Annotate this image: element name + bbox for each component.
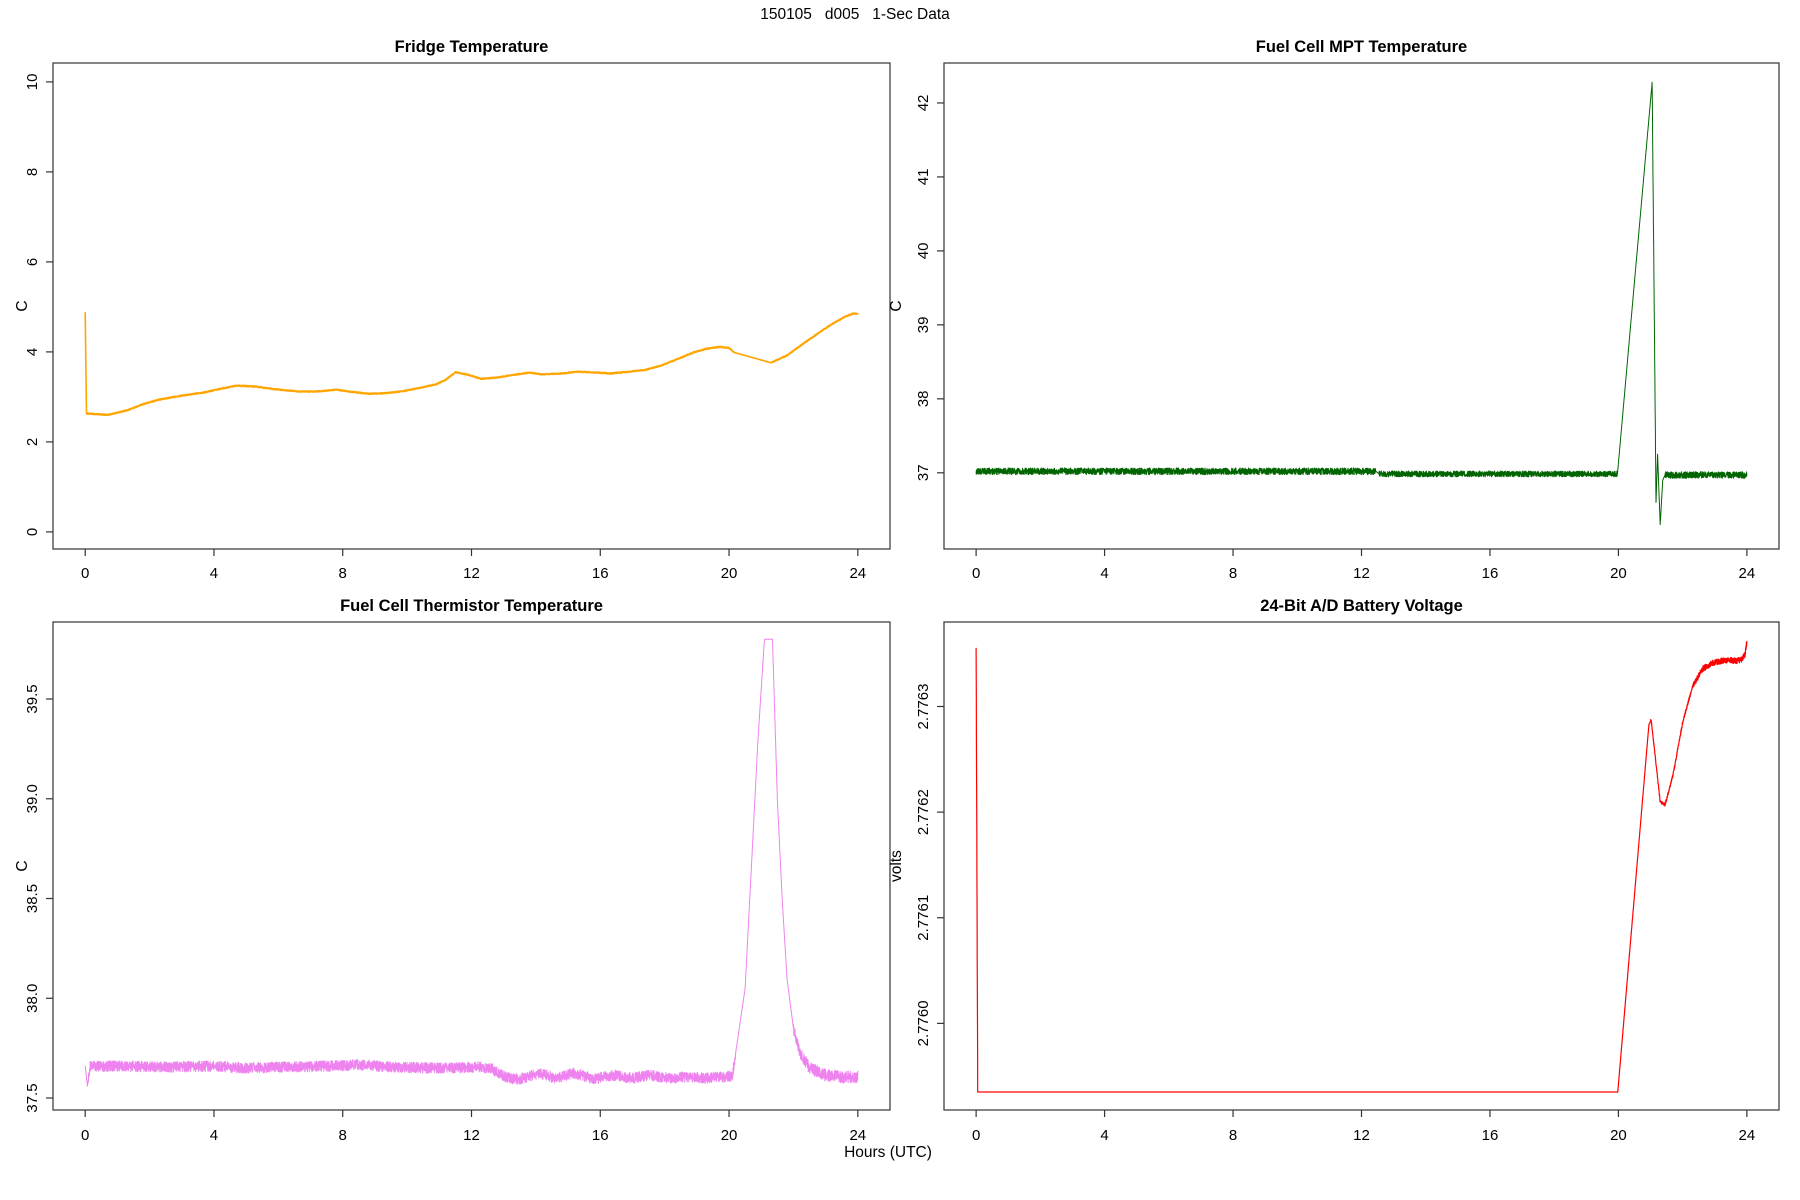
x-tick-label: 16 <box>1482 1127 1499 1144</box>
x-tick-label: 20 <box>721 1127 738 1144</box>
x-tick-label: 24 <box>1739 565 1756 582</box>
x-tick-label: 20 <box>1610 1127 1627 1144</box>
y-tick-label: 2.7761 <box>915 895 932 941</box>
x-tick-label: 12 <box>1353 1127 1370 1144</box>
y-tick-label: 37.5 <box>24 1083 41 1112</box>
y-tick-label: 38.5 <box>24 884 41 913</box>
plot-frame <box>52 621 891 1111</box>
panel-title: Fuel Cell Thermistor Temperature <box>340 597 603 615</box>
y-axis-label: C <box>888 300 905 311</box>
x-tick-label: 16 <box>592 565 609 582</box>
panel-fuel-cell-mpt-temperature: 0 4 8 12 16 20 24 37 38 39 40 41 42 Fuel Cell MPT Tem… <box>888 38 1780 582</box>
y-tick-label: 6 <box>24 258 41 266</box>
y-tick-label: 2.7762 <box>915 789 932 835</box>
panel-title: 24-Bit A/D Battery Voltage <box>1260 597 1463 615</box>
x-tick-label: 8 <box>1229 565 1237 582</box>
x-tick-label: 8 <box>1229 1127 1237 1144</box>
x-tick-label: 4 <box>1100 565 1108 582</box>
y-tick-label: 39.5 <box>24 684 41 713</box>
panel-title: Fridge Temperature <box>395 38 549 56</box>
y-tick-label: 39 <box>915 317 932 334</box>
x-tick-label: 16 <box>1482 565 1499 582</box>
x-tick-label: 12 <box>463 1127 480 1144</box>
x-tick-label: 24 <box>849 1127 866 1144</box>
y-tick-label: 8 <box>24 168 41 176</box>
x-tick-label: 0 <box>972 1127 980 1144</box>
y-tick-label: 37 <box>915 464 932 481</box>
x-tick-label: 0 <box>81 565 89 582</box>
series-line <box>975 640 1748 1093</box>
y-axis-label: C <box>14 300 31 311</box>
series-line <box>84 312 859 417</box>
x-axis-label: Hours (UTC) <box>844 1144 932 1161</box>
figure-title: 150105 d005 1-Sec Data <box>760 6 950 23</box>
y-tick-label: 10 <box>24 74 41 91</box>
x-tick-label: 20 <box>721 565 738 582</box>
y-tick-label: 2.7760 <box>915 1000 932 1046</box>
y-tick-label: 0 <box>24 528 41 536</box>
panel-24-bit-a-d-battery-voltage: 0 4 8 12 16 20 24 2.7760 2.7761 2.7762 2.7763 24-Bi… <box>888 597 1780 1144</box>
panel-fuel-cell-thermistor-temperature: 0 4 8 12 16 20 24 37.5 38.0 38.5 39.0 39.5 Fuel Cell… <box>14 597 891 1144</box>
x-tick-label: 4 <box>210 565 218 582</box>
x-tick-label: 4 <box>210 1127 218 1144</box>
y-tick-label: 42 <box>915 95 932 112</box>
y-tick-label: 38.0 <box>24 984 41 1013</box>
y-tick-label: 39.0 <box>24 784 41 813</box>
y-axis-label: volts <box>888 850 905 882</box>
x-tick-label: 4 <box>1100 1127 1108 1144</box>
y-tick-label: 4 <box>24 348 41 356</box>
x-tick-label: 16 <box>592 1127 609 1144</box>
x-tick-label: 12 <box>1353 565 1370 582</box>
series-line <box>84 638 859 1087</box>
x-tick-label: 24 <box>1739 1127 1756 1144</box>
x-tick-label: 0 <box>81 1127 89 1144</box>
y-axis-label: C <box>14 860 31 871</box>
series-line <box>975 81 1748 526</box>
y-tick-label: 40 <box>915 243 932 260</box>
y-tick-label: 38 <box>915 390 932 407</box>
y-tick-label: 2.7763 <box>915 684 932 730</box>
x-tick-label: 8 <box>339 1127 347 1144</box>
x-tick-label: 0 <box>972 565 980 582</box>
x-tick-label: 24 <box>849 565 866 582</box>
x-tick-label: 12 <box>463 565 480 582</box>
panel-title: Fuel Cell MPT Temperature <box>1256 38 1468 56</box>
y-tick-label: 41 <box>915 169 932 186</box>
plot-frame <box>943 621 1780 1111</box>
x-tick-label: 8 <box>339 565 347 582</box>
y-tick-label: 2 <box>24 438 41 446</box>
x-tick-label: 20 <box>1610 565 1627 582</box>
plot-frame <box>52 62 891 550</box>
